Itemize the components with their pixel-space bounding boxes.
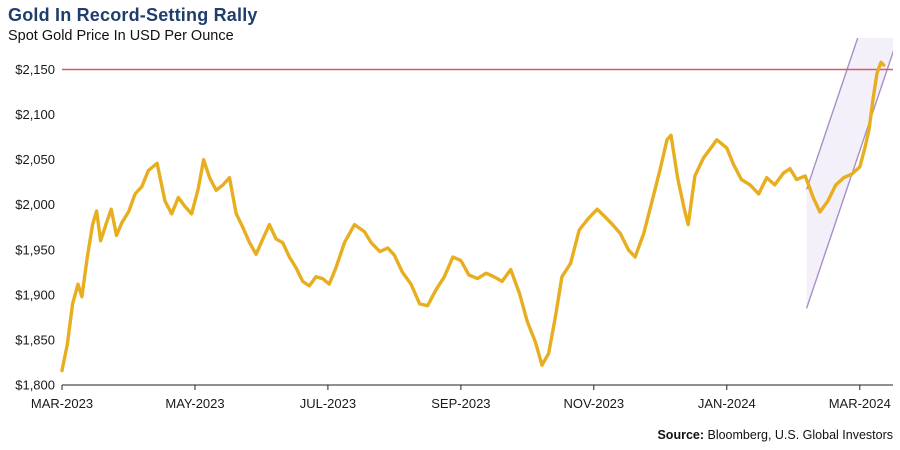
y-axis-label: $2,000 — [15, 197, 55, 212]
y-axis-label: $1,850 — [15, 332, 55, 347]
y-axis-label: $2,150 — [15, 62, 55, 77]
x-axis-label: JUL-2023 — [300, 396, 356, 411]
x-axis-label: MAR-2024 — [829, 396, 891, 411]
source-label: Source: — [657, 428, 705, 442]
x-axis-label: NOV-2023 — [563, 396, 624, 411]
gold-price-line — [60, 60, 886, 373]
source-text: Bloomberg, U.S. Global Investors — [704, 428, 893, 442]
chart-title: Gold In Record-Setting Rally — [8, 5, 258, 25]
x-axis-label: JAN-2024 — [698, 396, 756, 411]
y-axis-label: $1,800 — [15, 378, 55, 393]
y-axis-label: $2,100 — [15, 107, 55, 122]
x-axis-label: MAY-2023 — [165, 396, 224, 411]
x-axis-label: SEP-2023 — [431, 396, 490, 411]
trend-channel-fill — [806, 38, 893, 309]
y-axis-label: $1,950 — [15, 242, 55, 257]
chart-subtitle: Spot Gold Price In USD Per Ounce — [8, 28, 234, 44]
trend-channel-upper-line — [805, 38, 859, 190]
y-axis-label: $1,900 — [15, 287, 55, 302]
source-note: Source: Bloomberg, U.S. Global Investors — [657, 428, 893, 442]
x-axis-label: MAR-2023 — [31, 396, 93, 411]
y-axis-label: $2,050 — [15, 152, 55, 167]
